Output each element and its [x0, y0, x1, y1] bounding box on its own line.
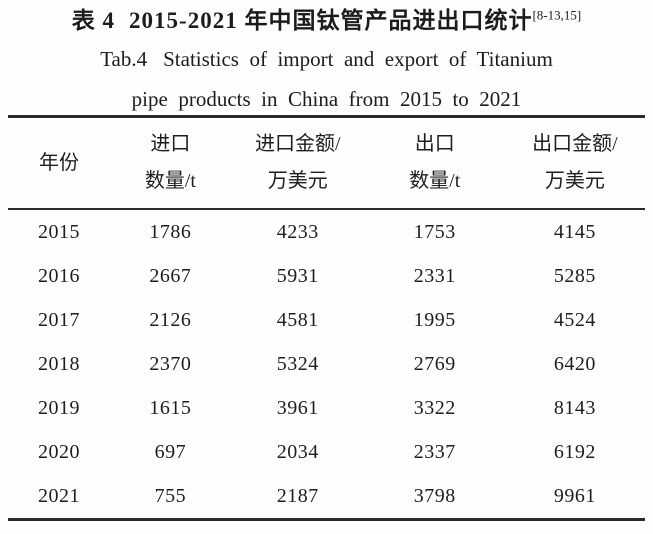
cell-export-value: 5285 — [553, 264, 596, 287]
header-cell-import-qty: 进口 数量/t — [110, 117, 231, 210]
table-row: 2021 755 2187 3798 9961 — [8, 474, 645, 520]
cell-export-qty: 3798 — [413, 484, 456, 507]
cell-import-value: 4581 — [276, 308, 319, 331]
header-label: 万美元 — [267, 170, 328, 192]
table-row: 2016 2667 5931 2331 5285 — [8, 254, 645, 298]
cell-import-qty: 2126 — [149, 308, 192, 331]
table-caption-en-line1: Tab.4 Statistics of import and export of … — [0, 46, 653, 72]
cell-import-qty: 755 — [154, 484, 187, 507]
cell-year: 2015 — [37, 220, 80, 243]
table-header: 年份 进口 数量/t 进口金额/ 万美元 出口 数量/t 出口金额/ 万美元 — [8, 117, 645, 210]
cell-import-value: 5324 — [276, 352, 319, 375]
table-row: 2019 1615 3961 3322 8143 — [8, 386, 645, 430]
table-row: 2015 1786 4233 1753 4145 — [8, 209, 645, 254]
cell-export-value: 9961 — [553, 484, 596, 507]
cell-import-qty: 1786 — [149, 220, 192, 243]
header-label: 年份 — [38, 151, 79, 174]
header-label: 万美元 — [544, 170, 605, 192]
cell-year: 2018 — [37, 352, 80, 375]
cell-export-value: 4524 — [553, 308, 596, 331]
header-label: 数量/t — [144, 170, 196, 192]
table-row: 2018 2370 5324 2769 6420 — [8, 342, 645, 386]
cell-export-value: 6420 — [553, 352, 596, 375]
header-cell-import-value: 进口金额/ 万美元 — [231, 117, 365, 210]
header-cell-export-value: 出口金额/ 万美元 — [505, 117, 645, 210]
cell-export-value: 8143 — [553, 396, 596, 419]
cell-import-qty: 697 — [154, 440, 187, 463]
statistics-table: 年份 进口 数量/t 进口金额/ 万美元 出口 数量/t 出口金额/ 万美元 — [8, 115, 645, 521]
cell-import-qty: 2667 — [149, 264, 192, 287]
cell-import-value: 3961 — [276, 396, 319, 419]
cell-export-qty: 2331 — [413, 264, 456, 287]
table-caption-en-label: Tab.4 — [100, 47, 148, 71]
cell-export-qty: 2337 — [413, 440, 456, 463]
header-label: 进口 — [150, 133, 191, 155]
cell-import-value: 5931 — [276, 264, 319, 287]
header-label: 进口金额/ — [255, 133, 341, 155]
table-body: 2015 1786 4233 1753 4145 2016 2667 5931 … — [8, 209, 645, 520]
table-caption-zh-label: 表 4 — [71, 8, 116, 33]
citation-superscript: [8-13,15] — [532, 7, 582, 23]
header-cell-export-qty: 出口 数量/t — [365, 117, 505, 210]
table-caption-en-line2: pipe products in China from 2015 to 2021 — [131, 87, 522, 111]
header-label: 出口 — [414, 133, 455, 155]
table-caption-zh-title: 2015-2021 年中国钛管产品进出口统计 — [129, 8, 533, 33]
cell-year: 2020 — [37, 440, 80, 463]
header-label: 数量/t — [409, 170, 461, 192]
cell-export-value: 4145 — [553, 220, 596, 243]
header-cell-year: 年份 — [8, 117, 110, 210]
cell-export-qty: 1753 — [413, 220, 456, 243]
table-row: 2020 697 2034 2337 6192 — [8, 430, 645, 474]
cell-year: 2021 — [37, 484, 80, 507]
cell-export-value: 6192 — [553, 440, 596, 463]
cell-export-qty: 1995 — [413, 308, 456, 331]
cell-year: 2019 — [37, 396, 80, 419]
table-caption-en-title: Statistics of import and export of Titan… — [163, 47, 553, 71]
cell-export-qty: 2769 — [413, 352, 456, 375]
cell-year: 2017 — [37, 308, 80, 331]
cell-export-qty: 3322 — [413, 396, 456, 419]
cell-import-value: 4233 — [276, 220, 319, 243]
cell-import-qty: 1615 — [149, 396, 192, 419]
header-label: 出口金额/ — [532, 133, 618, 155]
cell-import-value: 2187 — [276, 484, 319, 507]
table-caption-zh: 表 4 2015-2021 年中国钛管产品进出口统计[8-13,15] — [0, 7, 653, 35]
header-row: 年份 进口 数量/t 进口金额/ 万美元 出口 数量/t 出口金额/ 万美元 — [8, 117, 645, 210]
cell-import-value: 2034 — [276, 440, 319, 463]
table-row: 2017 2126 4581 1995 4524 — [8, 298, 645, 342]
cell-import-qty: 2370 — [149, 352, 192, 375]
cell-year: 2016 — [37, 264, 80, 287]
